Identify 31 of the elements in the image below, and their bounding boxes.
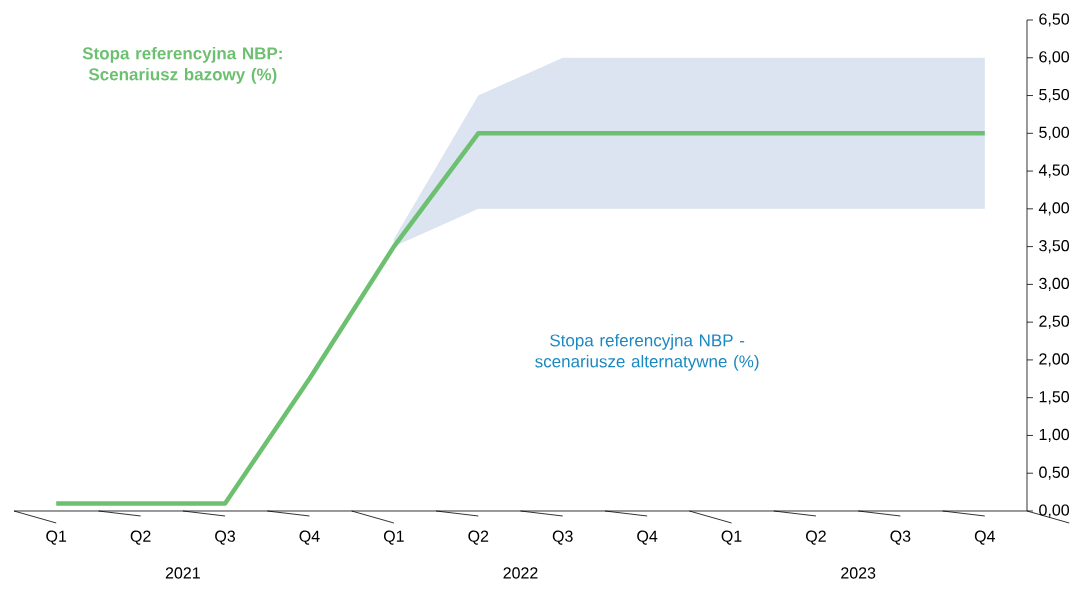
text: 2021 <box>165 567 200 579</box>
y-tick-label: 0,50 <box>1039 466 1070 480</box>
y-tick-label: 0,00 <box>1039 504 1070 518</box>
y-tick-label: 2,50 <box>1039 315 1070 329</box>
y-tick-label: 2,00 <box>1039 353 1070 367</box>
x-tick-label: Q3 <box>890 530 911 545</box>
x-tick-label: Q1 <box>46 530 67 545</box>
y-tick-label: 1,50 <box>1039 391 1070 405</box>
x-tick-label: Q4 <box>974 530 995 545</box>
y-tick-label: 6,50 <box>1039 13 1070 27</box>
x-tick-label: Q2 <box>468 530 489 545</box>
x-tick-label: Q4 <box>637 530 658 545</box>
annotation: Stopa referencyjna NBP - scenariusze alternatywne (%) <box>535 333 759 371</box>
y-tick-label: 5,50 <box>1039 88 1070 103</box>
y-tick-label: 4,00 <box>1038 202 1070 216</box>
y-tick-label: 1,00 <box>1039 428 1070 443</box>
y-tick-label: 3,50 <box>1039 240 1070 254</box>
x-tick-label: Q4 <box>299 530 320 545</box>
x-tick-label: Q1 <box>721 530 742 545</box>
y-tick-label: 4,50 <box>1038 164 1070 178</box>
y-tick-label: 3,00 <box>1039 277 1070 291</box>
text: 2022 <box>503 567 538 579</box>
x-tick-label: Q2 <box>806 530 826 545</box>
text: 2023 <box>841 567 876 579</box>
text: Stopa referencyjna NBP: Scenariusz bazowy (%) <box>82 46 282 84</box>
x-tick-label: Q3 <box>552 530 573 545</box>
x-tick-label: Q2 <box>130 530 151 545</box>
x-tick-label: Q3 <box>215 530 236 545</box>
y-tick-label: 5,00 <box>1039 126 1070 140</box>
y-tick-label: 6,00 <box>1039 51 1070 65</box>
x-tick-label: Q1 <box>383 530 404 545</box>
